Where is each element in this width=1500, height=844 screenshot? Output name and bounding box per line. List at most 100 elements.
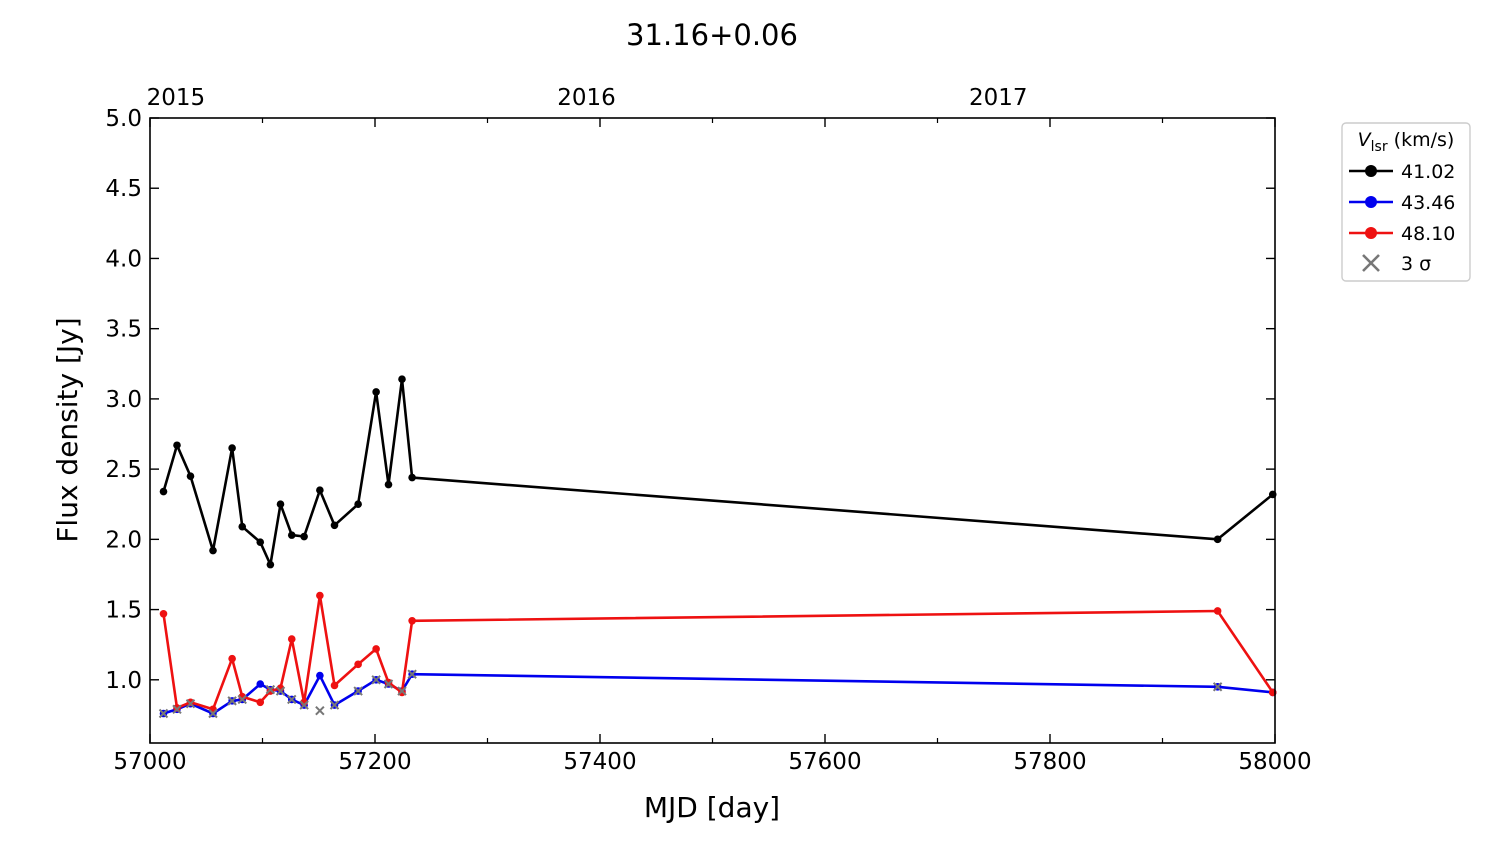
sigma-marker xyxy=(237,694,247,705)
x-tick-label: 58000 xyxy=(1238,749,1311,775)
data-point xyxy=(316,591,324,600)
data-point xyxy=(330,681,339,690)
sigma-marker xyxy=(275,686,286,696)
legend-box xyxy=(1341,122,1471,282)
data-point xyxy=(266,560,275,569)
x-tick-label: 57600 xyxy=(788,749,861,775)
sigma-marker xyxy=(353,686,363,696)
data-point xyxy=(238,522,247,531)
data-point xyxy=(354,500,362,509)
sigma-marker-stroke xyxy=(287,694,297,705)
sigma-marker xyxy=(227,696,237,706)
top-year-axis: 2015 2016 2017 xyxy=(147,85,1028,111)
data-point xyxy=(228,444,236,452)
data-point xyxy=(287,531,296,539)
legend-label: 41.02 xyxy=(1401,161,1455,183)
year-label: 2017 xyxy=(969,85,1028,111)
sigma-marker-stroke xyxy=(275,686,286,696)
sigma-marker xyxy=(208,708,218,719)
data-point xyxy=(300,532,308,541)
legend-marker xyxy=(1365,165,1377,177)
data-point xyxy=(384,480,393,489)
y-tick-label: 2.0 xyxy=(105,527,142,553)
data-point xyxy=(316,486,324,494)
sigma-markers xyxy=(158,669,1223,719)
sigma-marker-stroke xyxy=(227,696,237,706)
data-point xyxy=(186,472,195,480)
sigma-marker xyxy=(172,704,182,714)
legend-entry-48.10: 48.10 xyxy=(1349,223,1455,245)
sigma-marker xyxy=(315,705,325,716)
x-axis-label: MJD [day] xyxy=(644,791,780,824)
y-tick-label: 3.5 xyxy=(105,317,142,343)
data-point xyxy=(398,375,406,384)
sigma-marker xyxy=(383,679,394,689)
data-point xyxy=(408,617,416,625)
data-point xyxy=(330,521,339,530)
sigma-marker-stroke xyxy=(1212,682,1223,692)
legend: Vlsr (km/s) 41.02 43.46 48.10 3 σ xyxy=(1341,122,1471,282)
sigma-marker xyxy=(265,684,276,695)
x-tick-label: 57400 xyxy=(563,749,636,775)
sigma-marker-stroke xyxy=(329,700,340,710)
x-axis: 57000 57200 57400 57600 57800 58000 xyxy=(113,118,1312,775)
data-point xyxy=(256,538,265,546)
year-label: 2016 xyxy=(557,85,616,111)
legend-label: 43.46 xyxy=(1401,192,1455,214)
y-tick-label: 3.0 xyxy=(105,387,142,413)
sigma-marker xyxy=(371,675,381,685)
sigma-marker xyxy=(397,686,407,696)
data-point xyxy=(354,660,362,669)
series-line-41.02 xyxy=(162,377,1274,566)
y-axis: 1.0 1.5 2.0 2.5 3.0 3.5 4.0 4.5 5.0 xyxy=(105,106,1275,694)
y-tick-label: 1.0 xyxy=(105,668,142,694)
legend-marker xyxy=(1365,227,1377,239)
sigma-marker-stroke xyxy=(397,686,407,696)
x-tick-label: 57200 xyxy=(338,749,411,775)
legend-title: Vlsr (km/s) xyxy=(1358,129,1455,155)
sigma-marker-stroke xyxy=(353,686,363,696)
sigma-marker xyxy=(1212,682,1223,692)
data-point xyxy=(209,546,217,555)
sigma-marker-stroke xyxy=(172,704,182,714)
sigma-marker-stroke xyxy=(208,708,218,719)
y-tick-label: 4.0 xyxy=(105,246,142,272)
sigma-marker-stroke xyxy=(185,698,196,709)
legend-entry-41.02: 41.02 xyxy=(1349,161,1455,183)
data-point xyxy=(1213,607,1222,615)
legend-label: 48.10 xyxy=(1401,223,1455,245)
data-point xyxy=(316,671,324,680)
sigma-marker-stroke xyxy=(407,669,417,679)
y-tick-label: 2.5 xyxy=(105,457,142,483)
sigma-marker xyxy=(185,698,196,709)
sigma-marker-stroke xyxy=(371,675,381,685)
data-point xyxy=(159,609,168,618)
data-point xyxy=(1213,535,1222,544)
legend-entry-sigma: 3 σ xyxy=(1362,253,1431,275)
sigma-marker xyxy=(407,669,417,679)
data-point xyxy=(173,441,181,450)
plot-frame xyxy=(149,117,1276,744)
chart-title: 31.16+0.06 xyxy=(626,18,798,52)
sigma-marker-stroke xyxy=(158,708,169,719)
year-label: 2015 xyxy=(147,85,206,111)
data-point xyxy=(372,388,380,396)
legend-marker xyxy=(1365,196,1377,208)
data-point xyxy=(372,645,380,653)
sigma-marker xyxy=(329,700,340,710)
data-point xyxy=(287,635,296,643)
data-point xyxy=(228,654,236,663)
sigma-marker-stroke xyxy=(299,700,309,710)
data-point xyxy=(159,487,168,496)
y-tick-label: 5.0 xyxy=(105,106,142,132)
data-point xyxy=(276,500,285,509)
legend-entry-43.46: 43.46 xyxy=(1349,192,1455,214)
sigma-marker xyxy=(287,694,297,705)
y-tick-label: 1.5 xyxy=(105,598,142,624)
x-tick-label: 57000 xyxy=(113,749,186,775)
sigma-marker-stroke xyxy=(237,694,247,705)
sigma-marker xyxy=(158,708,169,719)
sigma-marker-stroke xyxy=(265,684,276,695)
